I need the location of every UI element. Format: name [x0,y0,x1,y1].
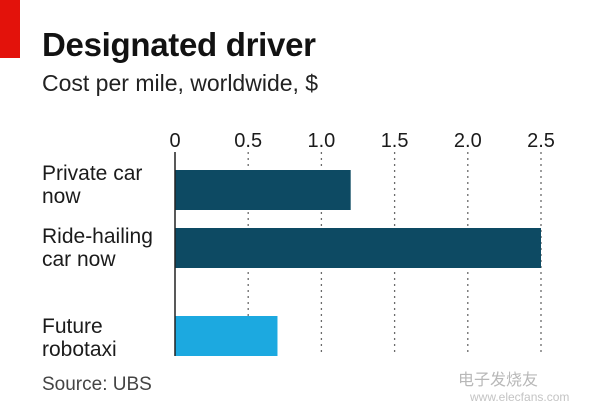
category-label-line: now [42,185,81,208]
chart-title: Designated driver [42,26,316,63]
x-tick-label: 0.5 [234,130,262,152]
category-label-line: robotaxi [42,338,117,361]
x-tick-label: 2.0 [454,130,482,152]
bar-0 [175,170,351,210]
watermark-logo: 电子发烧友 [458,372,539,389]
source-note: Source: UBS [42,374,152,395]
category-label-ride-hailing: Ride-hailing car now [42,225,172,271]
x-tick-label: 1.0 [307,130,335,152]
watermark-url: www.elecfans.com [470,390,570,404]
bar-2 [175,316,278,356]
category-label-robotaxi: Future robotaxi [42,315,172,361]
category-label-line: Future [42,315,103,338]
category-label-line: car now [42,248,116,271]
x-axis-ticks: 0 0.5 1.0 1.5 2.0 2.5 [169,130,554,152]
brand-accent-tag [0,0,20,58]
chart-subtitle: Cost per mile, worldwide, $ [42,70,319,96]
category-label-private-car: Private car now [42,162,172,208]
x-tick-label: 1.5 [381,130,409,152]
x-tick-label: 0 [169,130,180,152]
category-label-line: Ride-hailing [42,225,153,248]
bars [175,170,541,356]
category-label-line: Private car [42,162,143,185]
bar-1 [175,228,541,268]
x-tick-label: 2.5 [527,130,555,152]
